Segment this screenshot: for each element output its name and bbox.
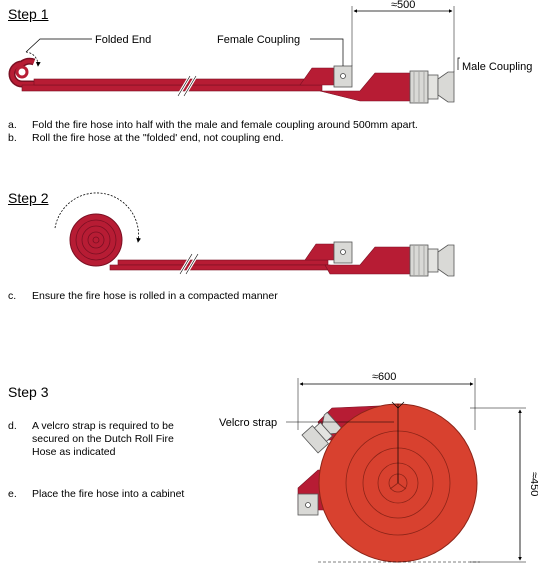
instruction-b: b. Roll the fire hose at the "folded' end… [8, 132, 284, 144]
folded-end-leader [25, 38, 92, 53]
folded-end-label: Folded End [95, 34, 151, 46]
step2-title: Step 2 [8, 190, 49, 206]
male-coupling-label: Male Coupling [462, 61, 532, 73]
instruction-a: a. Fold the fire hose into half with the … [8, 119, 418, 131]
female-coupling-label: Female Coupling [217, 34, 300, 46]
rolled-hose [69, 213, 123, 267]
female-end-hose [299, 67, 335, 86]
instruction-c: c. Ensure the fire hose is rolled in a co… [8, 290, 278, 302]
male-coupling-leader [457, 57, 460, 70]
female-coupling-leader [310, 38, 344, 66]
step1-hose-diagram: Folded End Female Coupling ≈500 Male Cou… [8, 0, 532, 104]
instruction-e: e. Place the fire hose into a cabinet [8, 488, 185, 500]
male-coupling [409, 70, 455, 104]
folded-end-rotation-arrow [25, 51, 41, 67]
dimension-500-label: ≈500 [391, 0, 415, 11]
male-coupling-step3 [301, 411, 344, 454]
velcro-strap-label: Velcro strap [219, 417, 277, 429]
male-coupling-step2 [409, 244, 455, 277]
step2-hose-diagram [54, 192, 455, 277]
step1-title: Step 1 [8, 6, 49, 22]
step3-hose-diagram: ≈600 ≈450 Velcro strap [219, 371, 538, 563]
folded-end-curl [15, 65, 29, 79]
dimension-450-label: ≈450 [528, 472, 538, 496]
dimension-600-label: ≈600 [372, 371, 396, 383]
roll-rotation-arrow [54, 192, 142, 243]
hose-upper-strip [33, 78, 305, 86]
instruction-d: d. A velcro strap is required to be secur… [8, 420, 174, 458]
step3-title: Step 3 [8, 384, 49, 400]
hose-lower-strip [21, 84, 323, 92]
